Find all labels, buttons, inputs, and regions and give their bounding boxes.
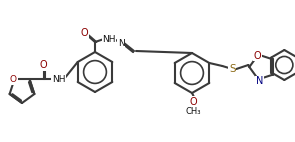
Text: N: N [255, 76, 263, 86]
Text: O: O [10, 75, 17, 84]
Text: O: O [80, 28, 88, 38]
Text: O: O [40, 60, 47, 70]
Text: N: N [118, 38, 124, 48]
Text: O: O [189, 97, 197, 107]
Text: CH₃: CH₃ [185, 106, 201, 115]
Text: NH: NH [52, 75, 65, 84]
Text: S: S [229, 64, 236, 74]
Text: O: O [253, 51, 261, 61]
Text: NH: NH [102, 35, 116, 43]
